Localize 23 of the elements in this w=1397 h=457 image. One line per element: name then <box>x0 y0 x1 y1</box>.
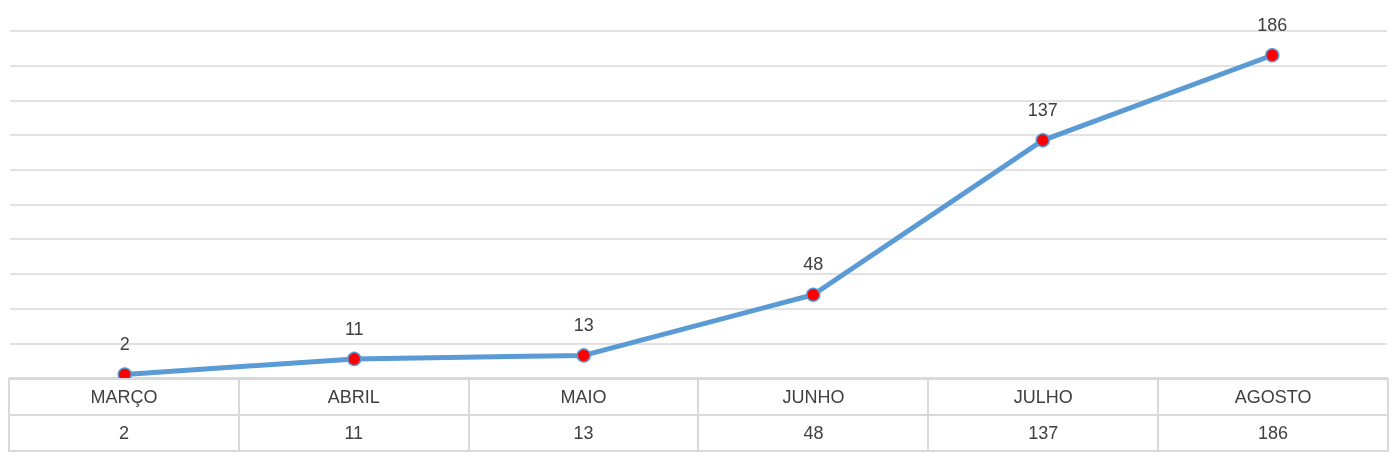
point <box>1265 48 1280 63</box>
x-tick-label: JULHO <box>928 379 1159 415</box>
point <box>806 287 821 302</box>
data-label: 137 <box>928 415 1159 451</box>
data-label: 186 <box>1158 415 1388 451</box>
annotation: 186 <box>1257 15 1288 36</box>
x-tick-label: MARÇO <box>9 379 239 415</box>
x-tick-label: MAIO <box>468 379 699 415</box>
data-label: 11 <box>238 415 469 451</box>
annotation: 48 <box>803 254 824 275</box>
data-label: 48 <box>698 415 929 451</box>
point <box>347 351 362 367</box>
data-label: 2 <box>9 415 239 451</box>
annotation: 11 <box>344 318 364 339</box>
annotation: 137 <box>1027 100 1058 121</box>
annotation: 2 <box>119 334 130 355</box>
point <box>576 348 591 363</box>
annotation: 13 <box>573 315 594 336</box>
point <box>1035 133 1050 148</box>
data-label: 13 <box>468 415 699 451</box>
x-tick-label: AGOSTO <box>1158 379 1388 415</box>
x-tick-label: ABRIL <box>238 379 469 415</box>
x-tick-label: JUNHO <box>698 379 929 415</box>
